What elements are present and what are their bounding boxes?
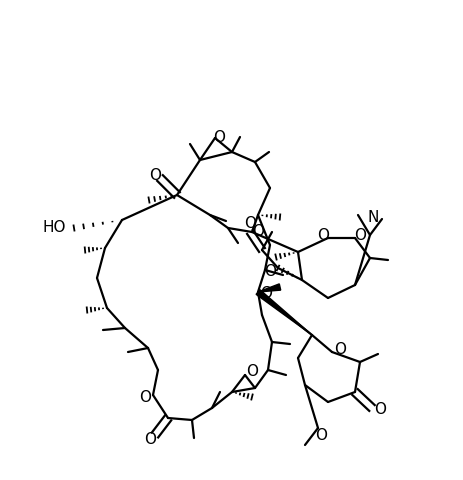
Text: O: O — [353, 228, 365, 243]
Text: O: O — [314, 429, 326, 444]
Text: O: O — [139, 389, 150, 405]
Polygon shape — [256, 289, 311, 335]
Text: O: O — [149, 168, 161, 183]
Text: O: O — [251, 225, 263, 240]
Text: O: O — [244, 216, 256, 231]
Text: HO: HO — [43, 220, 66, 236]
Text: O: O — [259, 287, 271, 301]
Text: O: O — [144, 432, 156, 446]
Text: O: O — [316, 228, 328, 243]
Polygon shape — [257, 284, 280, 292]
Text: O: O — [333, 343, 345, 358]
Text: N: N — [367, 209, 378, 225]
Text: O: O — [213, 130, 225, 144]
Text: O: O — [373, 403, 385, 418]
Text: O: O — [245, 364, 257, 380]
Text: O: O — [263, 264, 275, 278]
